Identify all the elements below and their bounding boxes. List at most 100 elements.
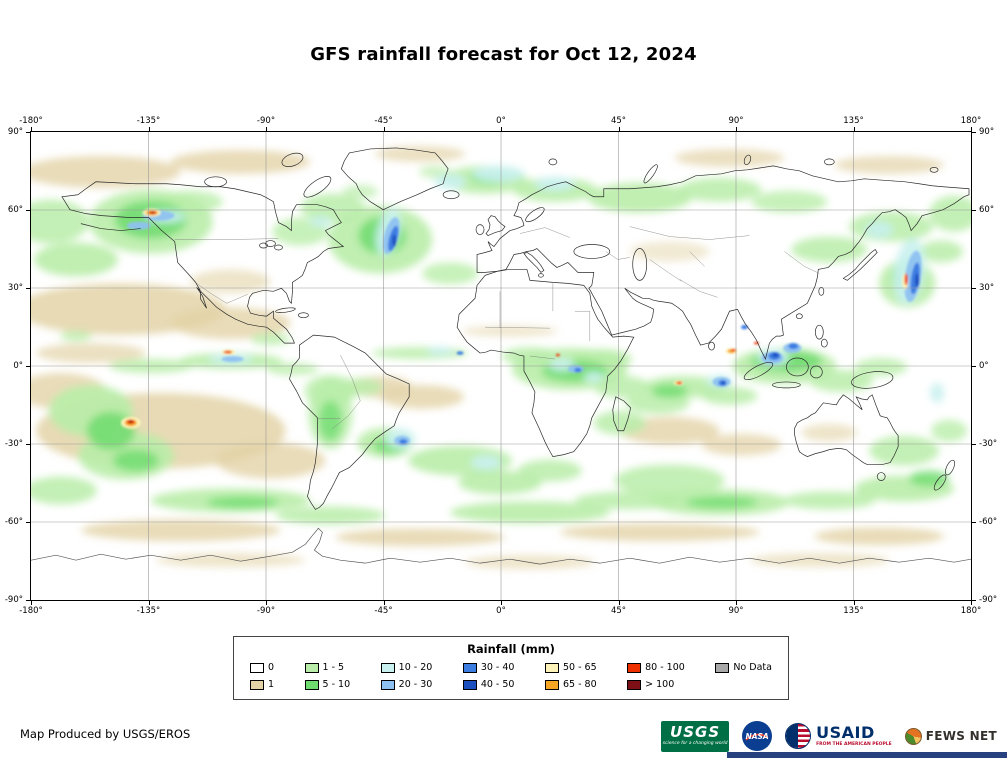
tick-mark [853,127,855,131]
legend-item: 5 - 10 [304,679,350,690]
legend-swatch [715,662,730,673]
lon-tick-label-top: 90° [728,116,744,126]
tick-mark [972,443,976,445]
tick-mark [148,127,150,131]
tick-mark [26,132,30,133]
legend-swatch [250,662,264,673]
legend-swatch [544,679,559,690]
legend-label: 0 [268,662,275,673]
partner-logos: USGS science for a changing world NASA U… [661,719,997,753]
legend-title: Rainfall (mm) [467,642,555,656]
lat-tick-label-right: 0° [979,361,989,371]
tick-mark [26,287,30,289]
legend-item: 20 - 30 [380,679,433,690]
page-title: GFS rainfall forecast for Oct 12, 2024 [310,44,697,65]
legend-item: 30 - 40 [462,662,514,673]
lon-tick-label-top: 0° [496,116,506,126]
credit-text: Map Produced by USGS/EROS [20,727,191,741]
legend-swatch [250,679,264,690]
antarctica-coast [31,527,971,565]
tick-mark [26,209,30,211]
tick-mark [618,601,620,605]
lon-tick-label-bottom: -180° [19,606,43,616]
legend-item: > 100 [627,679,685,690]
tick-mark [266,601,267,605]
tick-mark [383,601,385,605]
lat-tick-label-right: 90° [979,127,995,137]
usaid-seal-icon [785,723,812,749]
tick-mark [26,600,30,601]
nasa-wordmark: NASA [745,731,769,741]
tick-mark [501,127,502,131]
tick-mark [972,366,976,367]
legend-swatch [462,679,477,690]
legend-item: 65 - 80 [544,679,597,690]
world-map [31,132,971,600]
tick-mark [26,443,30,445]
lat-tick-label-right: 60° [979,204,995,215]
fewsnet-globe-icon [904,727,922,745]
legend-item: 80 - 100 [627,662,685,673]
footer-accent-bar [727,752,1007,758]
lon-tick-label-top: 45° [610,116,627,126]
legend-item: 50 - 65 [544,662,597,673]
lat-tick-label-left: -60° [4,517,23,527]
legend-label: 80 - 100 [645,662,685,673]
legend-swatch [544,662,559,673]
lon-tick-label-bottom: 135° [843,606,864,616]
lon-tick-label-bottom: 45° [610,606,627,616]
legend-item: 1 [250,679,274,690]
lat-tick-label-left: 30° [7,282,23,293]
lon-tick-label-top: 180° [960,116,982,126]
tick-mark [31,601,32,605]
tick-mark [972,600,976,601]
tick-mark [971,601,972,605]
lat-tick-label-left: 90° [7,127,23,137]
tick-mark [971,127,972,131]
lon-tick-label-top: 135° [843,116,864,126]
tick-mark [31,127,32,131]
lon-tick-label-bottom: 180° [960,606,982,616]
legend-label: 20 - 30 [398,679,433,690]
lon-tick-label-top: -45° [374,116,393,126]
fewsnet-logo: FEWS NET [904,727,997,745]
legend-item: 0 [250,662,274,673]
legend-label: > 100 [645,679,675,690]
legend-swatch [380,662,395,673]
legend-swatch [462,662,477,673]
lon-tick-label-bottom: 0° [496,606,506,616]
tick-mark [26,522,30,523]
usgs-logo: USGS science for a changing world [661,720,730,752]
legend-item: 40 - 50 [462,679,515,690]
tick-mark [853,601,855,605]
legend-swatch [627,679,642,690]
lon-tick-label-bottom: -135° [136,606,161,616]
legend-box: Rainfall (mm) 0 1 1 - 5 5 - 10 10 - 20 2… [233,636,789,700]
usaid-logo: USAID FROM THE AMERICAN PEOPLE [785,723,892,749]
legend-item: 10 - 20 [380,662,432,673]
usaid-wordmark: USAID [816,722,875,742]
legend-label: 50 - 65 [562,662,597,673]
legend-label: 1 - 5 [322,662,345,673]
lon-tick-label-bottom: 90° [728,606,744,616]
nasa-logo: NASA [742,721,773,751]
tick-mark [736,127,737,131]
tick-mark [383,127,385,131]
fewsnet-wordmark: FEWS NET [925,729,997,743]
legend-label: No Data [733,662,772,673]
graticule [31,132,971,600]
tick-mark [26,366,30,367]
legend-label: 40 - 50 [480,679,515,690]
lon-tick-label-bottom: -45° [374,606,393,616]
lat-tick-label-left: 0° [13,361,23,371]
legend-label: 1 [268,679,275,690]
country-borders [174,226,820,429]
legend-item: No Data [715,662,772,673]
tick-mark [266,127,267,131]
legend-swatch [627,662,642,673]
lon-tick-label-top: -180° [19,116,43,126]
nasa-swoosh-icon [745,733,769,741]
lat-tick-label-right: 30° [979,282,995,293]
legend-grid: 0 1 1 - 5 5 - 10 10 - 20 20 - 30 30 - 40… [234,656,788,693]
usgs-wordmark: USGS [670,723,721,742]
